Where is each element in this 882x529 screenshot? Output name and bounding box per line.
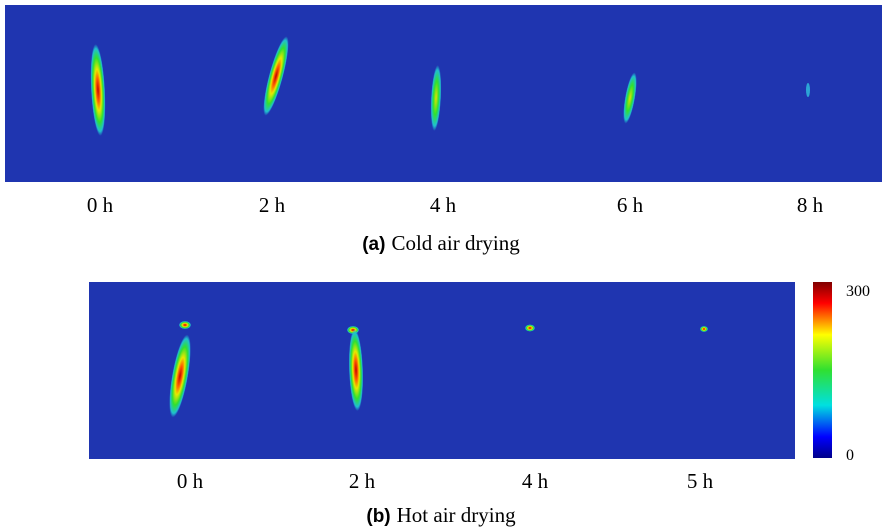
colorbar-min: 0 [846, 447, 854, 464]
sample-image [263, 36, 289, 116]
time-label: 6 h [617, 193, 644, 217]
time-label: 0 h [177, 469, 204, 493]
sample-image [623, 72, 637, 124]
panel-label: (a) [362, 234, 385, 255]
time-label: 2 h [259, 193, 286, 217]
time-label: 4 h [430, 193, 457, 217]
time-label: 5 h [687, 469, 714, 493]
caption: (b) Hot air drying [366, 503, 516, 527]
caption-text: Cold air drying [391, 231, 520, 255]
colorbar-max: 300 [846, 283, 870, 300]
sample-image [806, 83, 810, 97]
time-label: 0 h [87, 193, 114, 217]
time-label: 4 h [522, 469, 549, 493]
caption: (a) Cold air drying [362, 231, 520, 255]
sample-image [169, 334, 191, 418]
sample-image [179, 321, 191, 329]
panel-a: 0 h 2 h 4 h 6 h 8 h (a) Cold air drying [5, 5, 882, 255]
sample-image [430, 65, 442, 131]
panel-label: (b) [366, 506, 390, 527]
sample-image [90, 44, 106, 136]
colorbar [813, 282, 832, 458]
image-background [5, 5, 882, 182]
sample-image [525, 324, 535, 332]
panel-b: 300 0 0 h 2 h 4 h 5 h (b) Hot air drying [89, 282, 870, 527]
caption-text: Hot air drying [397, 503, 516, 527]
image-background [89, 282, 795, 459]
time-label: 2 h [349, 469, 376, 493]
sample-image [348, 329, 364, 411]
sample-image [700, 326, 708, 332]
time-label: 8 h [797, 193, 824, 217]
